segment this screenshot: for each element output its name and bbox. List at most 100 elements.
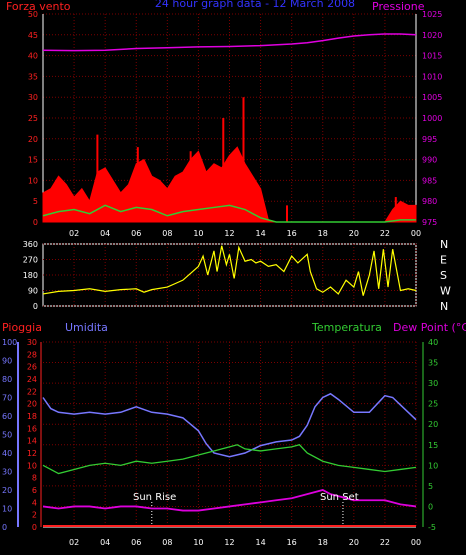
x-tick-label: 14 [255, 538, 265, 547]
humidity-axis-tick-label: 50 [2, 431, 12, 440]
humidity-axis-tick-label: 70 [2, 394, 12, 403]
pressure-axis-tick-label: 1010 [422, 72, 442, 81]
temperature-axis-tick-label: 20 [428, 420, 438, 429]
x-tick-label: 08 [162, 538, 172, 547]
direction-axis-tick-label: 270 [23, 256, 38, 265]
humidity-axis-tick-label: 100 [2, 338, 17, 347]
rain-axis-tick-label: 8 [32, 474, 37, 483]
x-tick-label: 20 [349, 538, 359, 547]
compass-label: S [440, 269, 447, 282]
humidity-axis-tick-label: 30 [2, 468, 12, 477]
rain-axis-tick-label: 24 [27, 375, 37, 384]
rain-axis-tick-label: 22 [27, 387, 37, 396]
x-tick-label: 14 [255, 229, 265, 238]
rain-axis-tick-label: 2 [32, 511, 37, 520]
pressure-axis-tick-label: 995 [422, 135, 437, 144]
wind-axis-tick-label: 20 [28, 135, 38, 144]
humidity-label: Umidita [65, 321, 108, 334]
humidity-line [42, 392, 417, 458]
temperature-axis-tick-label: 35 [428, 359, 438, 368]
humidity-axis-tick-label: 10 [2, 505, 12, 514]
wind-axis-tick-label: 50 [28, 10, 38, 19]
humidity-axis-tick-label: 0 [2, 523, 7, 532]
rain-axis-tick-label: 10 [27, 461, 37, 470]
pressure-axis-tick-label: 1005 [422, 93, 442, 102]
humidity-temperature-panel: -505101520253035400102030405060708090100… [2, 338, 438, 547]
dew-point-label: Dew Point (°C) [393, 321, 466, 334]
x-tick-label: 20 [349, 229, 359, 238]
wind-speed-area [42, 146, 417, 223]
temperature-axis-tick-label: -5 [428, 523, 436, 532]
x-tick-label: 08 [162, 229, 172, 238]
x-tick-label: 22 [380, 229, 390, 238]
direction-axis-tick-label: 180 [23, 271, 38, 280]
pressure-axis-tick-label: 985 [422, 176, 437, 185]
pressure-axis-tick-label: 1015 [422, 52, 442, 61]
rain-axis-tick-label: 12 [27, 449, 37, 458]
x-tick-label: 22 [380, 538, 390, 547]
pressure-axis-tick-label: 1025 [422, 10, 442, 19]
x-tick-label: 10 [193, 229, 203, 238]
wind-axis-tick-label: 40 [28, 52, 38, 61]
pressure-label: Pressione [372, 0, 425, 13]
rain-label: Pioggia [2, 321, 42, 334]
wind-axis-tick-label: 5 [33, 197, 38, 206]
x-tick-label: 04 [100, 229, 110, 238]
dew-point-line [42, 489, 417, 512]
temperature-axis-tick-label: 40 [428, 338, 438, 347]
x-tick-label: 18 [318, 229, 328, 238]
x-tick-label: 18 [318, 538, 328, 547]
temperature-axis-tick-label: 25 [428, 400, 438, 409]
direction-axis-tick-label: 90 [28, 287, 38, 296]
rain-axis-tick-label: 30 [27, 338, 37, 347]
pressure-axis-tick-label: 980 [422, 197, 437, 206]
wind-speed-label: Forza vento [6, 0, 71, 13]
x-tick-label: 02 [69, 538, 79, 547]
wind-axis-tick-label: 35 [28, 72, 38, 81]
wind-axis-tick-label: 25 [28, 114, 38, 123]
compass-label: E [440, 254, 447, 267]
x-tick-label: 12 [224, 538, 234, 547]
rain-axis-tick-label: 14 [27, 437, 37, 446]
x-tick-label: 16 [287, 538, 297, 547]
compass-label: N [440, 238, 448, 251]
x-tick-label: 06 [131, 538, 141, 547]
rain-axis-tick-label: 18 [27, 412, 37, 421]
rain-axis-tick-label: 26 [27, 363, 37, 372]
temperature-axis-tick-label: 5 [428, 482, 433, 491]
rain-axis-tick-label: 6 [32, 486, 37, 495]
humidity-axis-tick-label: 60 [2, 412, 12, 421]
compass-label: N [440, 300, 448, 313]
wind-axis-tick-label: 10 [28, 176, 38, 185]
rain-axis-tick-label: 20 [27, 400, 37, 409]
direction-axis-tick-label: 0 [33, 302, 38, 311]
pressure-axis-tick-label: 1020 [422, 31, 442, 40]
humidity-axis-tick-label: 80 [2, 375, 12, 384]
x-tick-label: 16 [287, 229, 297, 238]
sun-set-label: Sun Set [320, 492, 359, 503]
x-tick-label: 10 [193, 538, 203, 547]
rain-axis-tick-label: 28 [27, 350, 37, 359]
pressure-line [42, 33, 417, 52]
sun-rise-label: Sun Rise [133, 492, 176, 503]
wind-axis-tick-label: 0 [33, 218, 38, 227]
compass-label: W [440, 285, 451, 298]
x-tick-label: 00 [411, 229, 421, 238]
temperature-axis-tick-label: 30 [428, 379, 438, 388]
pressure-axis-tick-label: 990 [422, 156, 437, 165]
rain-axis-tick-label: 16 [27, 424, 37, 433]
wind-axis-tick-label: 15 [28, 156, 38, 165]
wind-average-line [42, 204, 416, 223]
temperature-line [42, 444, 417, 475]
temperature-label: Temperatura [311, 321, 382, 334]
temperature-axis-tick-label: 15 [428, 441, 438, 450]
chart-title: 24 hour graph data - 12 March 2008 [155, 0, 355, 10]
wind-pressure-panel: 0510152025303540455097598098599099510001… [28, 10, 443, 238]
x-tick-label: 02 [69, 229, 79, 238]
wind-direction-line [42, 245, 417, 296]
wind-direction-panel: 0 N 90 W 180 S 270 E 360 N [23, 238, 451, 313]
pressure-axis-tick-label: 1000 [422, 114, 442, 123]
humidity-axis-tick-label: 40 [2, 449, 12, 458]
x-tick-label: 12 [224, 229, 234, 238]
